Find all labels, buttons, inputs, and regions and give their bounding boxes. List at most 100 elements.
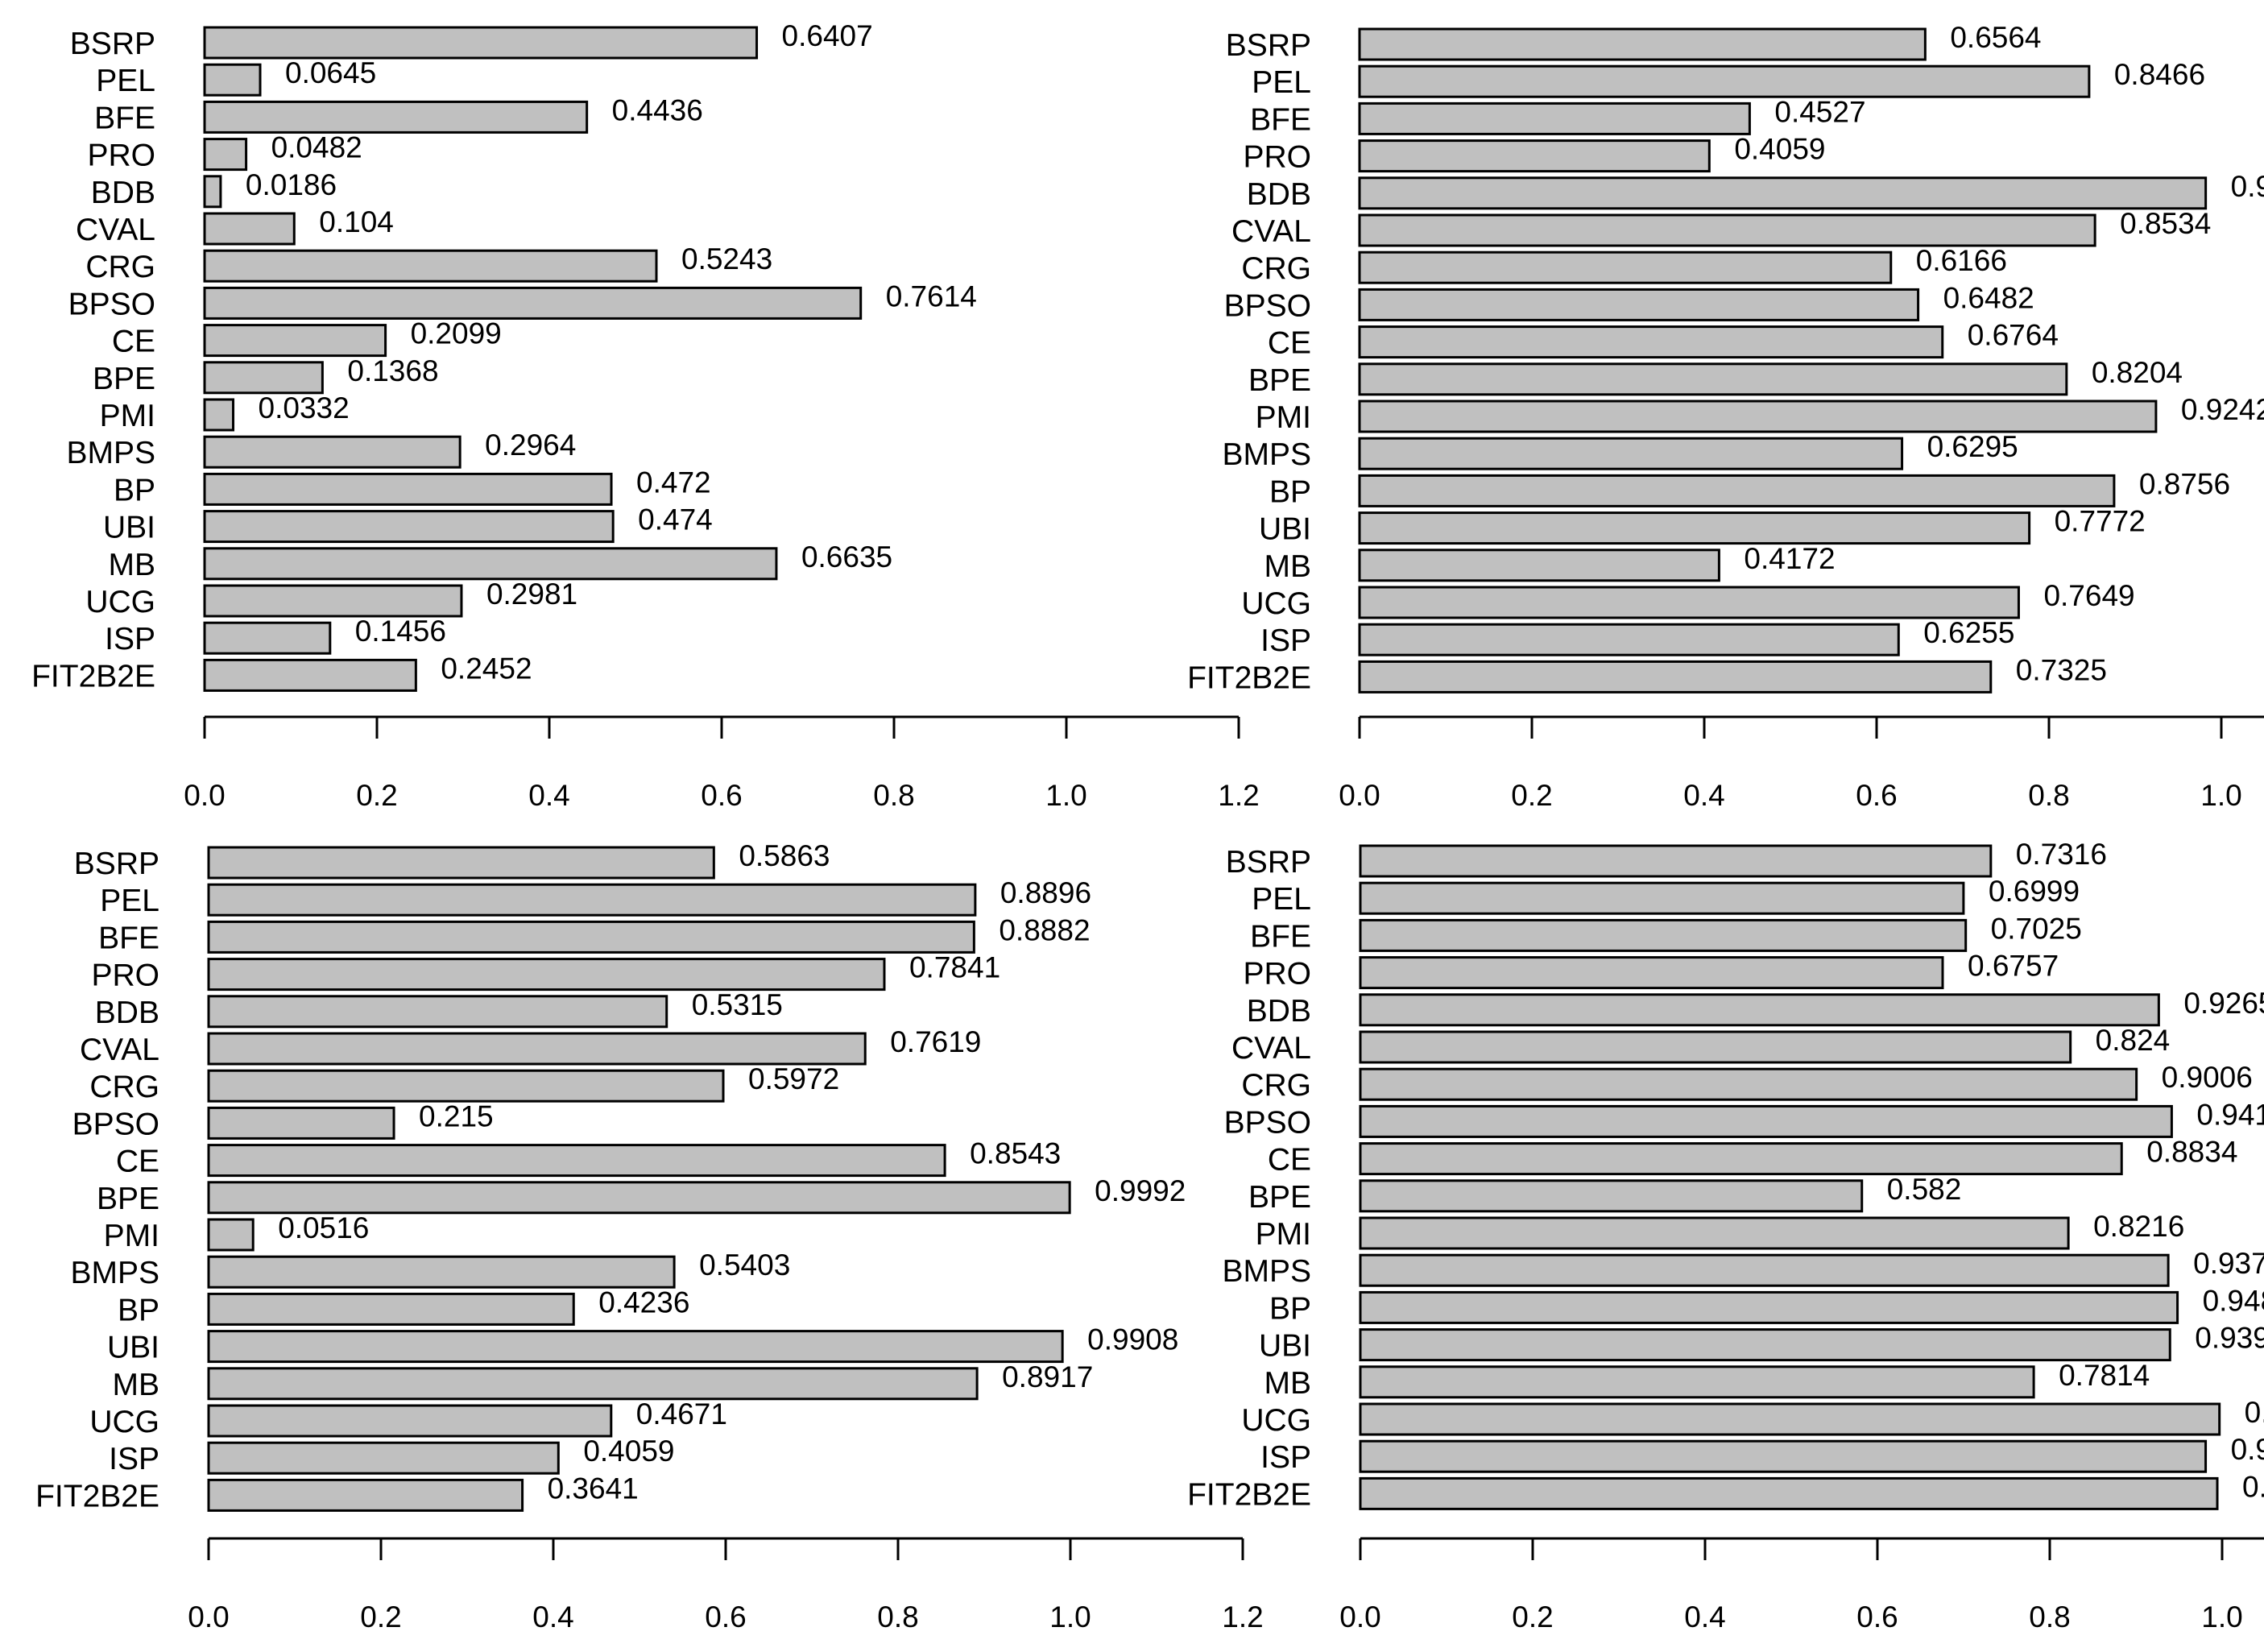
category-label: BPE xyxy=(1248,1180,1311,1215)
bar-pel xyxy=(1359,881,1965,915)
category-label: MB xyxy=(113,1368,160,1402)
x-tick-label: 0.4 xyxy=(1683,779,1724,812)
bar-pro xyxy=(203,138,248,172)
value-label: 0.5972 xyxy=(748,1062,839,1095)
bar-mb xyxy=(1359,1365,2035,1399)
x-tick-label: 0.0 xyxy=(1339,779,1380,812)
category-label: UBI xyxy=(1259,512,1311,547)
category-label: ISP xyxy=(109,1442,159,1476)
x-tick-label: 1.0 xyxy=(2201,1600,2242,1633)
value-label: 0.4059 xyxy=(583,1435,674,1468)
bar-pmi xyxy=(1359,1216,2070,1250)
x-tick-label: 0.0 xyxy=(184,779,225,812)
value-label: 0.9908 xyxy=(1087,1323,1178,1356)
bar-pel xyxy=(207,883,977,917)
value-label: 0.0645 xyxy=(285,56,376,89)
bar-bmps xyxy=(1359,1253,2170,1287)
category-label: CE xyxy=(112,325,155,359)
bar-fit2b2e xyxy=(203,658,417,692)
value-label: 0.8216 xyxy=(2093,1210,2184,1243)
category-label: UCG xyxy=(1241,586,1311,621)
bar-bdb xyxy=(1359,993,2160,1027)
bar-crg xyxy=(203,249,658,283)
bar-pmi xyxy=(207,1218,255,1252)
value-label: 0.8466 xyxy=(2114,58,2205,91)
x-tick-label: 0.4 xyxy=(532,1600,573,1633)
bar-bsrp xyxy=(1359,844,1993,878)
bar-cval xyxy=(1359,1030,2072,1064)
value-label: 0.6255 xyxy=(1923,616,2014,649)
category-label: CVAL xyxy=(1231,1031,1311,1066)
bar-bdb xyxy=(1358,176,2208,210)
bar-mb xyxy=(1358,549,1720,582)
x-tick-label: 1.0 xyxy=(1049,1600,1091,1633)
category-label: BP xyxy=(1269,1291,1311,1326)
category-label: CE xyxy=(116,1145,159,1179)
bar-bpso xyxy=(1358,288,1920,321)
bar-isp xyxy=(1359,1439,2208,1473)
bar-bp xyxy=(1358,474,2116,507)
category-label: MB xyxy=(109,548,156,582)
bar-ucg xyxy=(1359,1402,2221,1436)
value-label: 0.9809 xyxy=(2231,1433,2264,1466)
category-label: MB xyxy=(1264,549,1312,584)
category-label: PRO xyxy=(1243,957,1311,992)
x-tick-label: 0.8 xyxy=(877,1600,918,1633)
category-label: CVAL xyxy=(76,213,155,247)
category-label: BFE xyxy=(1250,919,1311,954)
value-label: 0.9242 xyxy=(2181,393,2264,426)
x-tick-label: 0.2 xyxy=(1511,779,1552,812)
category-label: PEL xyxy=(1252,882,1311,917)
value-label: 0.5243 xyxy=(681,242,772,275)
bar-pro xyxy=(1359,956,1944,990)
value-label: 0.0516 xyxy=(278,1211,369,1244)
x-tick-label: 0.6 xyxy=(701,779,742,812)
bar-ubi xyxy=(1359,1328,2171,1362)
category-label: BFE xyxy=(94,101,155,135)
bar-bfe xyxy=(207,920,975,954)
category-label: ISP xyxy=(1260,623,1311,658)
value-label: 0.6295 xyxy=(1927,430,2018,463)
value-label: 0.1368 xyxy=(347,354,438,387)
category-label: BDB xyxy=(95,996,159,1030)
category-label: PRO xyxy=(91,958,159,993)
value-label: 0.9819 xyxy=(2231,170,2264,203)
category-label: BPE xyxy=(1248,363,1311,398)
x-tick-label: 0.2 xyxy=(360,1600,401,1633)
category-label: BMPS xyxy=(66,436,155,470)
value-label: 0.6757 xyxy=(1968,950,2059,983)
value-label: 0.2964 xyxy=(485,429,576,462)
category-label: BP xyxy=(118,1293,159,1327)
bar-fit2b2e xyxy=(1358,660,1993,694)
bar-pmi xyxy=(203,398,235,432)
bar-bpe xyxy=(1358,362,2068,396)
value-label: 0.8534 xyxy=(2120,207,2211,240)
value-label: 0.1456 xyxy=(355,615,446,648)
value-label: 0.7025 xyxy=(1991,912,2082,945)
value-label: 0.2981 xyxy=(486,578,577,611)
category-label: BSRP xyxy=(1226,28,1311,63)
x-tick-label: 0.4 xyxy=(528,779,569,812)
value-label: 0.4059 xyxy=(1734,133,1825,166)
category-label: UBI xyxy=(107,1331,159,1365)
category-label: PMI xyxy=(100,399,155,433)
category-label: ISP xyxy=(105,622,155,656)
value-label: 0.824 xyxy=(2096,1024,2171,1057)
value-label: 0.104 xyxy=(319,205,394,238)
category-label: FIT2B2E xyxy=(35,1479,159,1513)
value-label: 0.7772 xyxy=(2055,505,2146,538)
bar-ucg xyxy=(203,584,463,618)
value-label: 0.8834 xyxy=(2146,1136,2237,1169)
value-label: 0.7619 xyxy=(890,1025,981,1058)
value-label: 0.2099 xyxy=(411,317,502,350)
category-label: BSRP xyxy=(1226,845,1311,880)
category-label: BFE xyxy=(1250,102,1311,137)
category-label: FIT2B2E xyxy=(31,659,155,694)
bar-bfe xyxy=(1359,918,1968,952)
value-label: 0.6482 xyxy=(1943,281,2034,314)
value-label: 0.8756 xyxy=(2139,467,2230,500)
value-label: 0.6166 xyxy=(1916,244,2007,277)
bar-bp xyxy=(203,472,613,506)
value-label: 0.7325 xyxy=(2016,653,2107,686)
